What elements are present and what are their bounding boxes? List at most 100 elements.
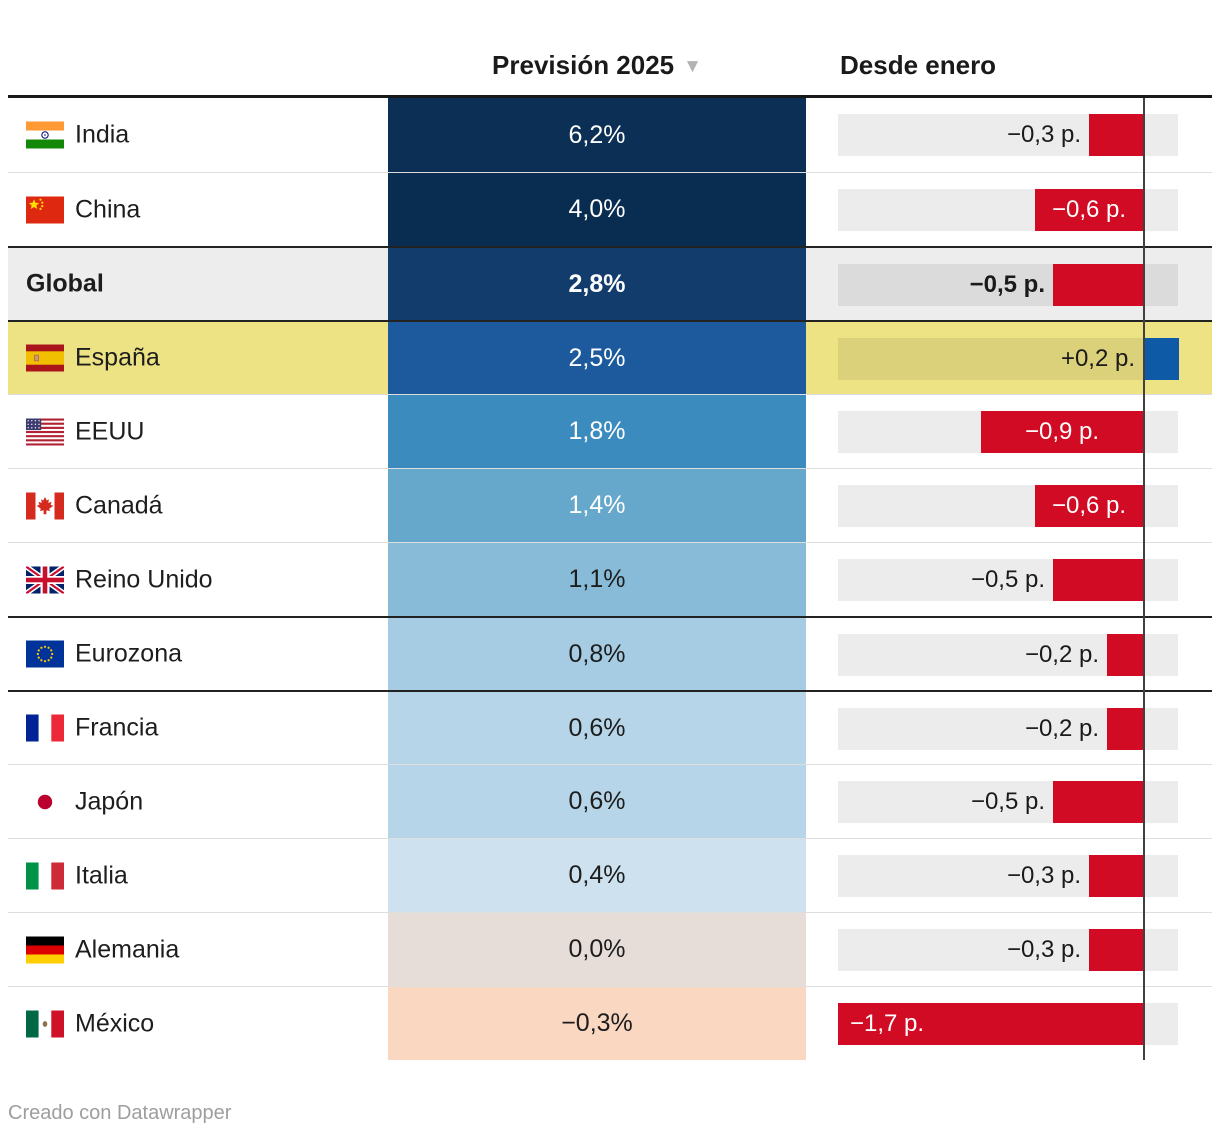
forecast-value: 6,2%: [568, 120, 626, 149]
flag-es-icon: [26, 344, 64, 372]
forecast-value: 0,6%: [568, 787, 626, 815]
change-bar: [1107, 634, 1143, 676]
change-bar-track: −0,9 p.: [838, 411, 1178, 453]
table-row: Eurozona 0,8% −0,2 p.: [8, 616, 1212, 690]
change-bar: [981, 411, 1143, 453]
column-header-forecast[interactable]: Previsión 2025 ▼: [388, 50, 806, 81]
forecast-cell: 2,5%: [388, 322, 806, 394]
forecast-cell: 6,2%: [388, 98, 806, 172]
forecast-cell: 0,0%: [388, 913, 806, 986]
change-value-label: −1,7 p.: [850, 1010, 925, 1037]
change-value-label: −0,2 p.: [1024, 715, 1099, 742]
table-row: India 6,2% −0,3 p.: [8, 98, 1212, 172]
change-bar: [1035, 485, 1143, 527]
forecast-cell: 1,4%: [388, 469, 806, 542]
forecast-value: 2,5%: [568, 343, 626, 372]
change-bar-track: −0,2 p.: [838, 634, 1178, 676]
zero-axis-line: [1143, 98, 1145, 1060]
country-label: Japón: [75, 787, 144, 815]
country-label: España: [75, 343, 160, 372]
change-bar-track: −0,5 p.: [838, 264, 1178, 306]
table-row: Reino Unido 1,1% −0,5 p.: [8, 542, 1212, 616]
forecast-value: 0,0%: [568, 935, 626, 963]
country-label: India: [75, 120, 130, 149]
change-bar: [1089, 114, 1143, 156]
table-row: Francia 0,6% −0,2 p.: [8, 690, 1212, 764]
table-row: España 2,5% +0,2 p.: [8, 320, 1212, 394]
flag-us-icon: [26, 418, 64, 445]
forecast-value: 0,8%: [568, 639, 626, 668]
flag-de-icon: [26, 936, 64, 963]
forecast-cell: −0,3%: [388, 987, 806, 1060]
table-row: México −0,3% −1,7 p.: [8, 986, 1212, 1060]
country-label: México: [75, 1009, 155, 1037]
country-label: Francia: [75, 713, 159, 742]
flag-gb-icon: [26, 566, 64, 593]
flag-ca-icon: [26, 492, 64, 519]
forecast-cell: 0,4%: [388, 839, 806, 912]
data-table: India 6,2% −0,3 p. China 4,0% −0,6 p. Gl…: [8, 95, 1212, 1060]
change-bar: [1107, 708, 1143, 750]
change-bar: [1053, 781, 1143, 823]
forecast-value: −0,3%: [561, 1009, 633, 1037]
change-value-label: −0,3 p.: [1006, 936, 1081, 963]
forecast-cell: 0,8%: [388, 618, 806, 690]
change-bar-track: +0,2 p.: [838, 338, 1179, 380]
table-row: Japón 0,6% −0,5 p.: [8, 764, 1212, 838]
change-value-label: −0,3 p.: [1006, 862, 1081, 889]
change-value-label: +0,2 p.: [1060, 345, 1135, 372]
sort-descending-icon: ▼: [683, 56, 702, 77]
forecast-cell: 4,0%: [388, 173, 806, 246]
table-row: EEUU 1,8% −0,9 p.: [8, 394, 1212, 468]
country-label: Reino Unido: [75, 565, 213, 593]
forecast-value: 0,6%: [568, 713, 626, 742]
table-row: Alemania 0,0% −0,3 p.: [8, 912, 1212, 986]
change-bar: [1053, 264, 1143, 306]
table-row: Italia 0,4% −0,3 p.: [8, 838, 1212, 912]
forecast-cell: 1,8%: [388, 395, 806, 468]
change-bar-track: −0,6 p.: [838, 485, 1178, 527]
change-bar-track: −1,7 p.: [838, 1003, 1178, 1045]
forecast-value: 1,8%: [568, 417, 626, 445]
country-label: Global: [26, 269, 104, 298]
change-bar: [1089, 855, 1143, 897]
forecast-cell: 0,6%: [388, 765, 806, 838]
change-value-label: −0,6 p.: [1051, 196, 1127, 223]
forecast-value: 4,0%: [568, 195, 626, 223]
flag-eu-icon: [26, 640, 64, 668]
change-value-label: −0,6 p.: [1051, 492, 1127, 519]
table-row: China 4,0% −0,6 p.: [8, 172, 1212, 246]
change-bar-track: −0,3 p.: [838, 114, 1178, 156]
flag-it-icon: [26, 862, 64, 889]
forecast-value: 2,8%: [568, 269, 626, 298]
country-label: Alemania: [75, 935, 180, 963]
datawrapper-credit: Creado con Datawrapper: [8, 1102, 232, 1124]
forecast-value: 1,1%: [568, 565, 626, 593]
change-bar-track: −0,3 p.: [838, 929, 1178, 971]
change-value-label: −0,5 p.: [969, 271, 1045, 298]
change-bar-track: −0,5 p.: [838, 559, 1178, 601]
column-header-change: Desde enero: [840, 50, 997, 80]
country-label: Italia: [75, 861, 128, 889]
chart-container: Previsión 2025 ▼ Desde enero India 6,2% −…: [8, 0, 1212, 1125]
table-row: Global 2,8% −0,5 p.: [8, 246, 1212, 320]
column-header-forecast-label: Previsión 2025: [492, 50, 675, 80]
change-value-label: −0,5 p.: [970, 566, 1045, 593]
change-bar-track: −0,2 p.: [838, 708, 1178, 750]
country-label: Eurozona: [75, 639, 183, 668]
forecast-cell: 1,1%: [388, 543, 806, 616]
change-bar-track: −0,6 p.: [838, 189, 1178, 231]
change-bar: [1143, 338, 1179, 380]
forecast-cell: 0,6%: [388, 692, 806, 764]
table-row: Canadá 1,4% −0,6 p.: [8, 468, 1212, 542]
flag-cn-icon: [26, 196, 64, 223]
change-value-label: −0,2 p.: [1024, 641, 1099, 668]
change-value-label: −0,5 p.: [970, 788, 1045, 815]
country-label: EEUU: [75, 417, 145, 445]
change-value-label: −0,9 p.: [1024, 418, 1100, 445]
forecast-value: 1,4%: [568, 491, 626, 519]
flag-mx-icon: [26, 1010, 64, 1037]
change-bar-track: −0,3 p.: [838, 855, 1178, 897]
change-value-label: −0,3 p.: [1006, 121, 1081, 148]
forecast-cell: 2,8%: [388, 248, 806, 320]
